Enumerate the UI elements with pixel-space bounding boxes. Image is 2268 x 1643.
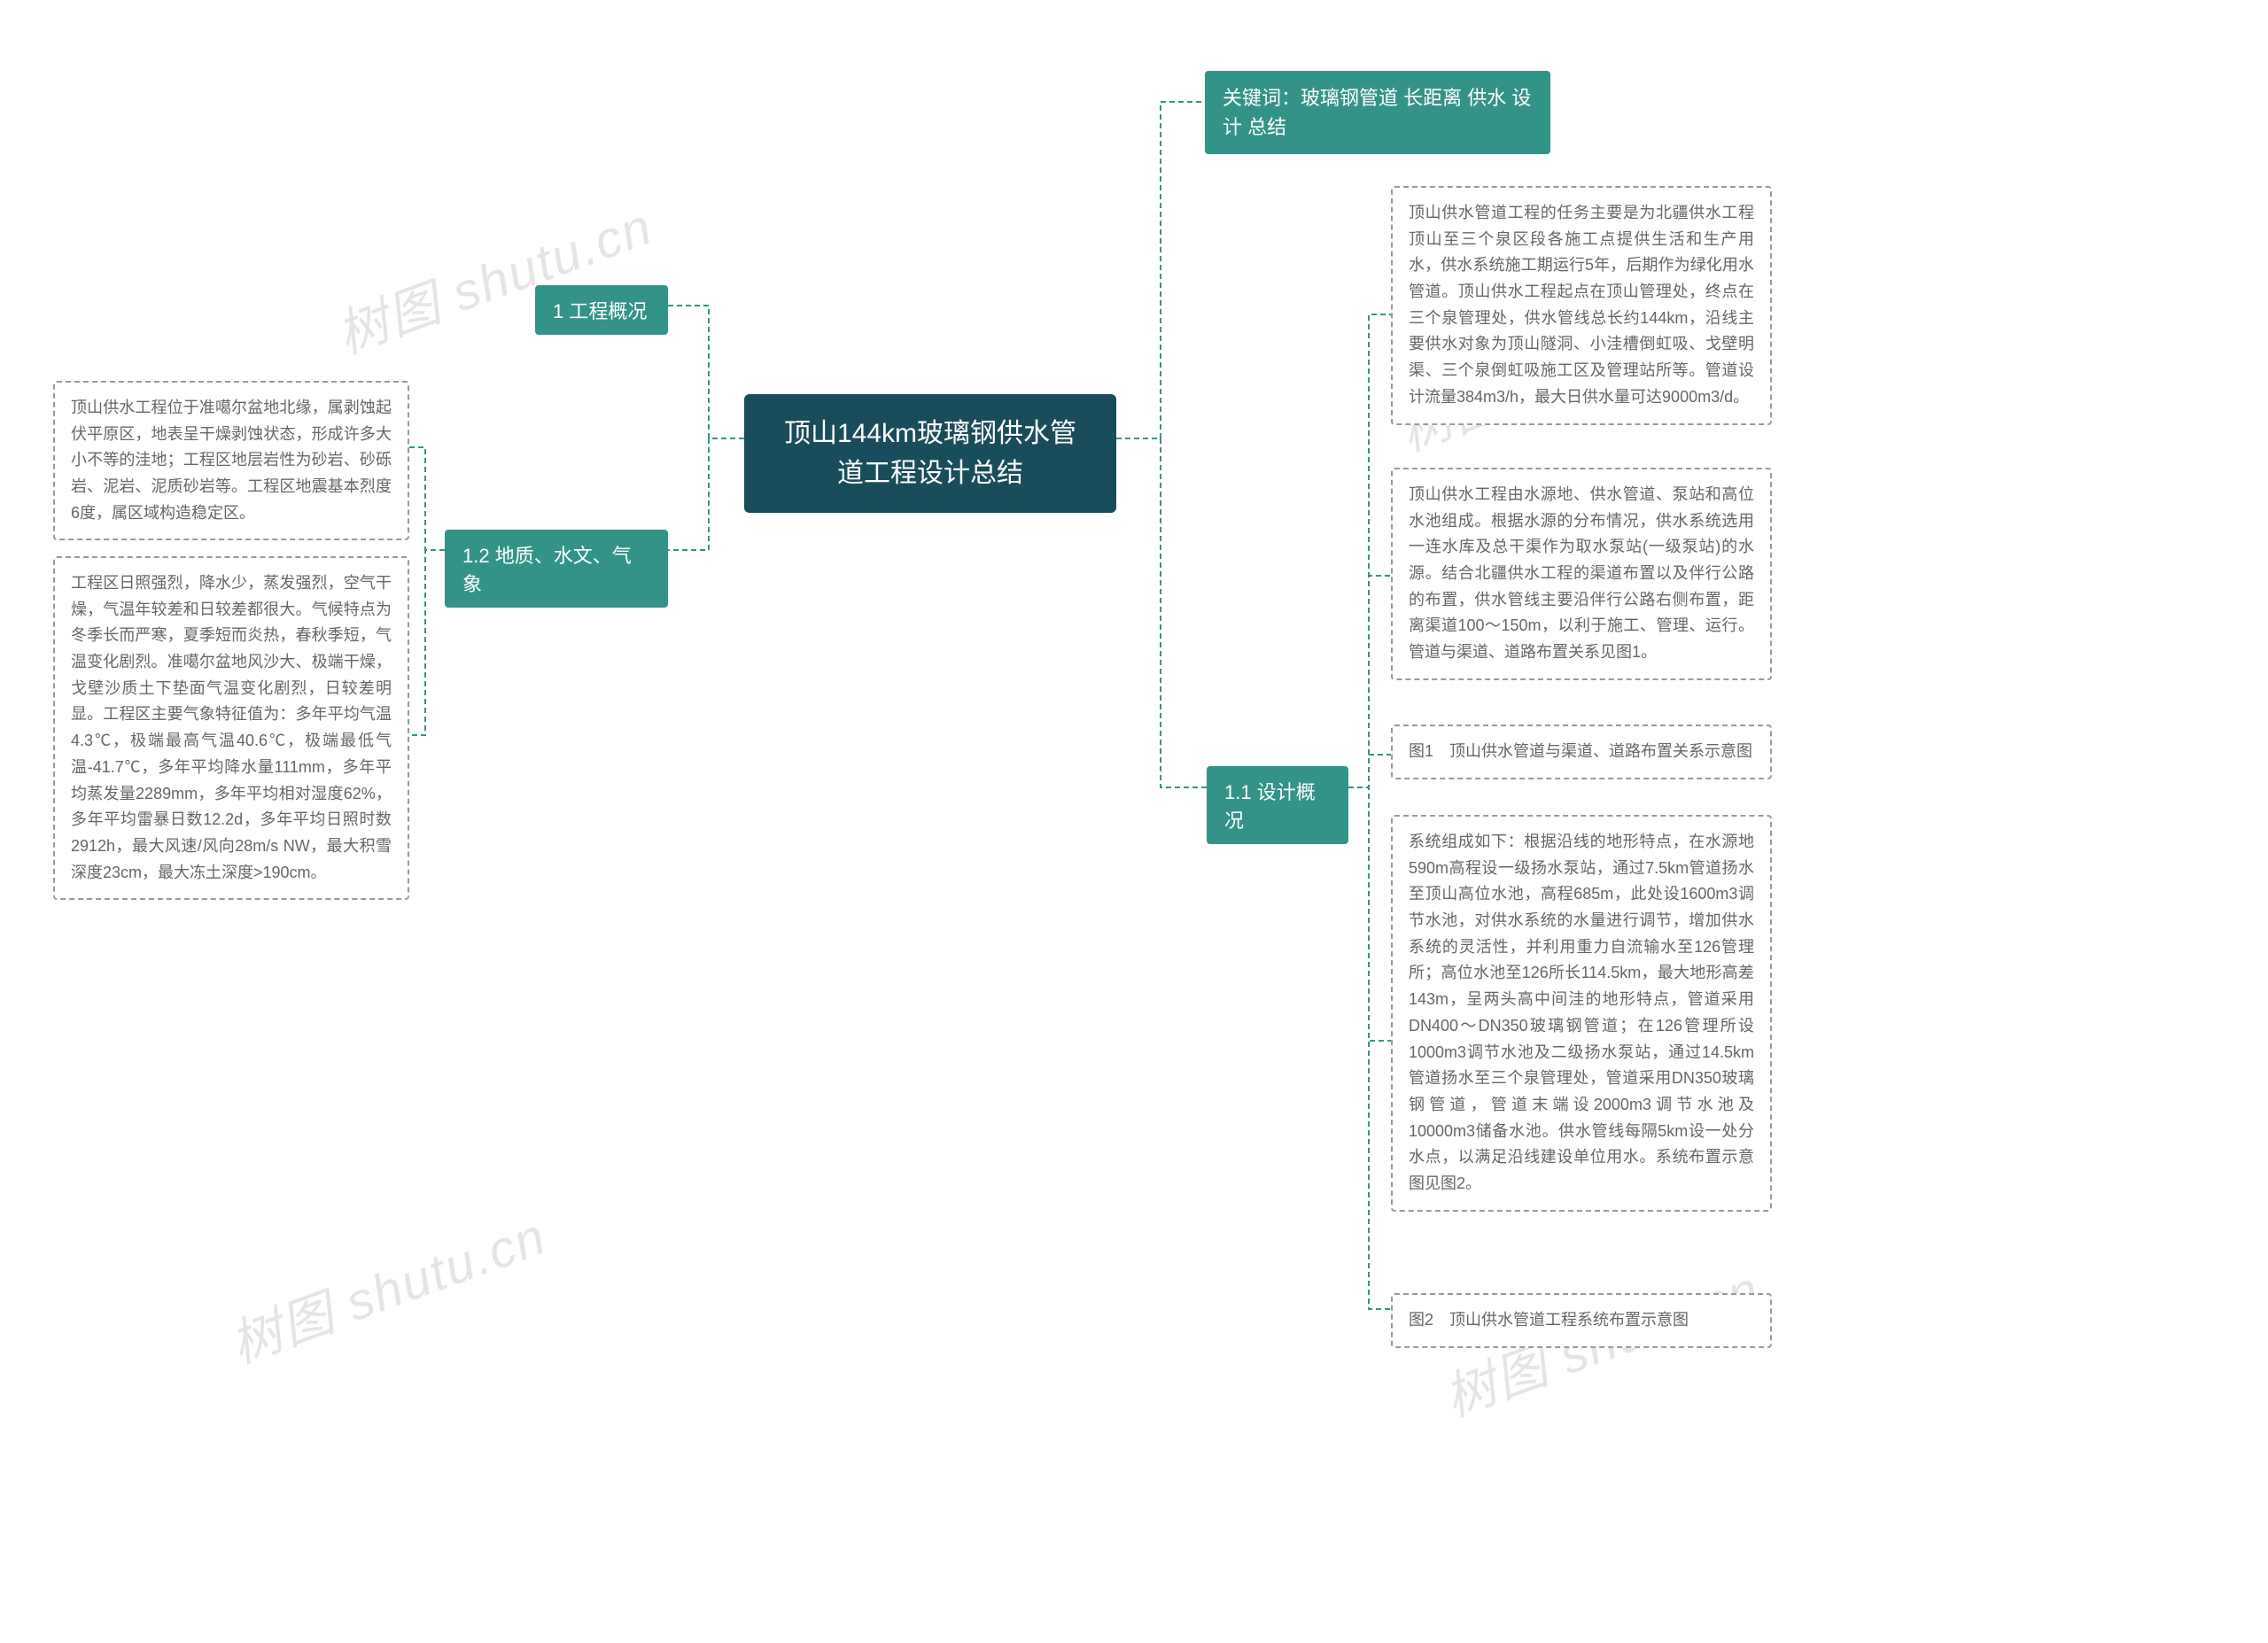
branch-engineering-overview[interactable]: 1 工程概况 (535, 285, 668, 335)
keyword-node[interactable]: 关键词：玻璃钢管道 长距离 供水 设计 总结 (1205, 71, 1550, 154)
branch-design-overview[interactable]: 1.1 设计概况 (1207, 766, 1348, 844)
branch-geology-hydrology[interactable]: 1.2 地质、水文、气象 (445, 530, 668, 608)
root-node[interactable]: 顶山144km玻璃钢供水管道工程设计总结 (744, 394, 1116, 513)
leaf-node: 顶山供水管道工程的任务主要是为北疆供水工程顶山至三个泉区段各施工点提供生活和生产… (1391, 186, 1772, 425)
leaf-node: 系统组成如下：根据沿线的地形特点，在水源地590m高程设一级扬水泵站，通过7.5… (1391, 815, 1772, 1212)
leaf-node: 图2 顶山供水管道工程系统布置示意图 (1391, 1293, 1772, 1348)
watermark: 树图 shutu.cn (219, 1195, 555, 1378)
leaf-node: 工程区日照强烈，降水少，蒸发强烈，空气干燥，气温年较差和日较差都很大。气候特点为… (53, 556, 409, 900)
leaf-node: 顶山供水工程位于准噶尔盆地北缘，属剥蚀起伏平原区，地表呈干燥剥蚀状态，形成许多大… (53, 381, 409, 540)
leaf-node: 顶山供水工程由水源地、供水管道、泵站和高位水池组成。根据水源的分布情况，供水系统… (1391, 468, 1772, 680)
leaf-node: 图1 顶山供水管道与渠道、道路布置关系示意图 (1391, 725, 1772, 779)
watermark: 树图 shutu.cn (325, 185, 662, 368)
